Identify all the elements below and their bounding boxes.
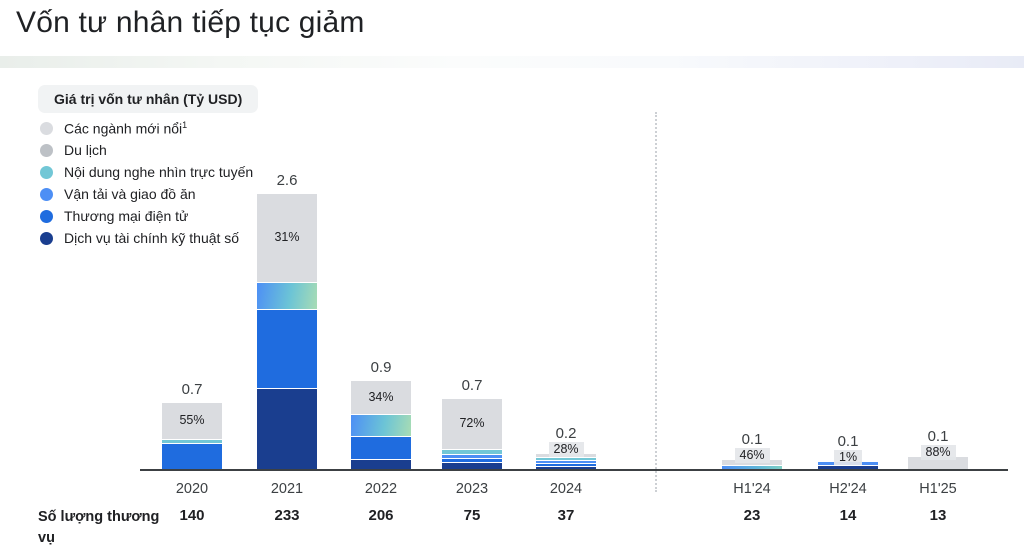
bar-total-label: 0.1 xyxy=(927,428,949,445)
deal-count-2023: 75 xyxy=(463,507,481,524)
segment-emerging xyxy=(257,194,317,282)
legend-label: Du lịch xyxy=(64,142,107,158)
stacked-bar-H1'25 xyxy=(908,457,968,469)
legend-label: Dịch vụ tài chính kỹ thuật số xyxy=(64,230,240,246)
segment-media_gradient xyxy=(257,282,317,309)
segment-transport xyxy=(442,454,502,458)
page-title: Vốn tư nhân tiếp tục giảm xyxy=(16,6,365,39)
segment-dfs xyxy=(442,462,502,469)
dfs-color-dot-icon xyxy=(40,231,53,245)
media-color-dot-icon xyxy=(40,165,53,179)
legend-item-ecommerce: Thương mại điện tử xyxy=(40,208,253,224)
bar-total-label: 0.7 xyxy=(181,381,203,398)
segment-media_gradient xyxy=(351,414,411,436)
bar-percent-label: 72% xyxy=(459,416,485,430)
stacked-bar-2022 xyxy=(351,381,411,469)
segment-media_gradient_small xyxy=(722,465,782,469)
bar-percent-label: 1% xyxy=(834,450,863,465)
bar-percent-label: 31% xyxy=(274,230,300,244)
legend-item-media: Nội dung nghe nhìn trực tuyến xyxy=(40,164,254,180)
bar-total-label: 0.9 xyxy=(370,359,392,376)
segment-emerging xyxy=(442,399,502,449)
deal-count-H1'25: 13 xyxy=(929,507,947,524)
segment-dfs xyxy=(818,465,878,469)
x-axis-label-H1'24: H1'24 xyxy=(733,481,771,497)
stacked-bar-2023 xyxy=(442,399,502,469)
legend-label: Nội dung nghe nhìn trực tuyến xyxy=(64,164,254,180)
bar-percent-label: 34% xyxy=(368,389,394,404)
x-axis-label-2021: 2021 xyxy=(270,481,304,497)
emerging-color-dot-icon xyxy=(40,121,53,135)
header-gradient-band xyxy=(0,56,1024,68)
bar-total-label: 0.1 xyxy=(837,433,859,450)
deal-count-H2'24: 14 xyxy=(839,507,857,524)
segment-transport xyxy=(536,460,596,463)
transport-color-dot-icon xyxy=(40,187,53,201)
segment-emerging xyxy=(908,457,968,469)
segment-dfs xyxy=(536,466,596,469)
legend-item-tourism: Du lịch xyxy=(40,142,253,158)
deal-count-H1'24: 23 xyxy=(743,507,761,524)
legend-label: Vận tải và giao đồ ăn xyxy=(64,186,196,202)
bar-total-label: 0.2 xyxy=(555,425,577,442)
legend: Các ngành mới nổi1 Du lịch Nội dung nghe n… xyxy=(40,119,254,246)
stacked-bar-2021 xyxy=(257,194,317,469)
legend-item-transport: Vận tải và giao đồ ăn xyxy=(40,186,253,202)
x-axis-label-2022: 2022 xyxy=(364,481,398,497)
x-axis-label-2024: 2024 xyxy=(549,481,583,497)
segment-emerging xyxy=(162,403,222,439)
segment-ecommerce xyxy=(536,463,596,466)
x-axis-label-2023: 2023 xyxy=(455,481,489,497)
segment-ecommerce xyxy=(162,443,222,469)
bar-percent-label: 88% xyxy=(920,445,956,460)
x-axis-line xyxy=(140,469,1008,471)
bar-percent-label: 28% xyxy=(548,442,584,457)
segment-dfs xyxy=(351,459,411,469)
ecommerce-color-dot-icon xyxy=(40,209,53,223)
period-divider xyxy=(655,112,657,492)
segment-ecommerce xyxy=(351,436,411,459)
deal-count-2021: 233 xyxy=(274,507,300,524)
tourism-color-dot-icon xyxy=(40,143,53,157)
bar-total-label: 0.7 xyxy=(461,377,483,394)
bar-total-label: 0.1 xyxy=(741,431,763,448)
x-axis-label-H2'24: H2'24 xyxy=(829,481,867,497)
stacked-bar-2020 xyxy=(162,403,222,469)
deal-count-2020: 140 xyxy=(179,507,205,524)
deals-row-label: Số lượng thương vụ xyxy=(38,509,160,547)
x-axis-label-H1'25: H1'25 xyxy=(919,481,957,497)
deal-count-2024: 37 xyxy=(557,507,575,524)
legend-item-emerging: Các ngành mới nổi1 xyxy=(40,119,253,137)
chart-title-chip: Giá trị vốn tư nhân (Tỷ USD) xyxy=(38,85,259,113)
bar-total-label: 2.6 xyxy=(276,172,298,189)
segment-ecommerce xyxy=(442,458,502,462)
segment-ecommerce xyxy=(257,309,317,388)
segment-media xyxy=(442,449,502,454)
bar-percent-label: 55% xyxy=(179,413,205,427)
x-axis-label-2020: 2020 xyxy=(175,481,209,497)
segment-dfs xyxy=(257,388,317,469)
segment-media xyxy=(162,439,222,443)
segment-emerging xyxy=(351,381,411,414)
legend-item-dfs: Dịch vụ tài chính kỹ thuật số xyxy=(40,230,253,246)
legend-label: Các ngành mới nổi1 xyxy=(64,119,188,137)
segment-media xyxy=(536,457,596,460)
deal-count-2022: 206 xyxy=(368,507,394,524)
bar-percent-label: 46% xyxy=(734,448,770,463)
legend-label: Thương mại điện tử xyxy=(64,208,189,224)
